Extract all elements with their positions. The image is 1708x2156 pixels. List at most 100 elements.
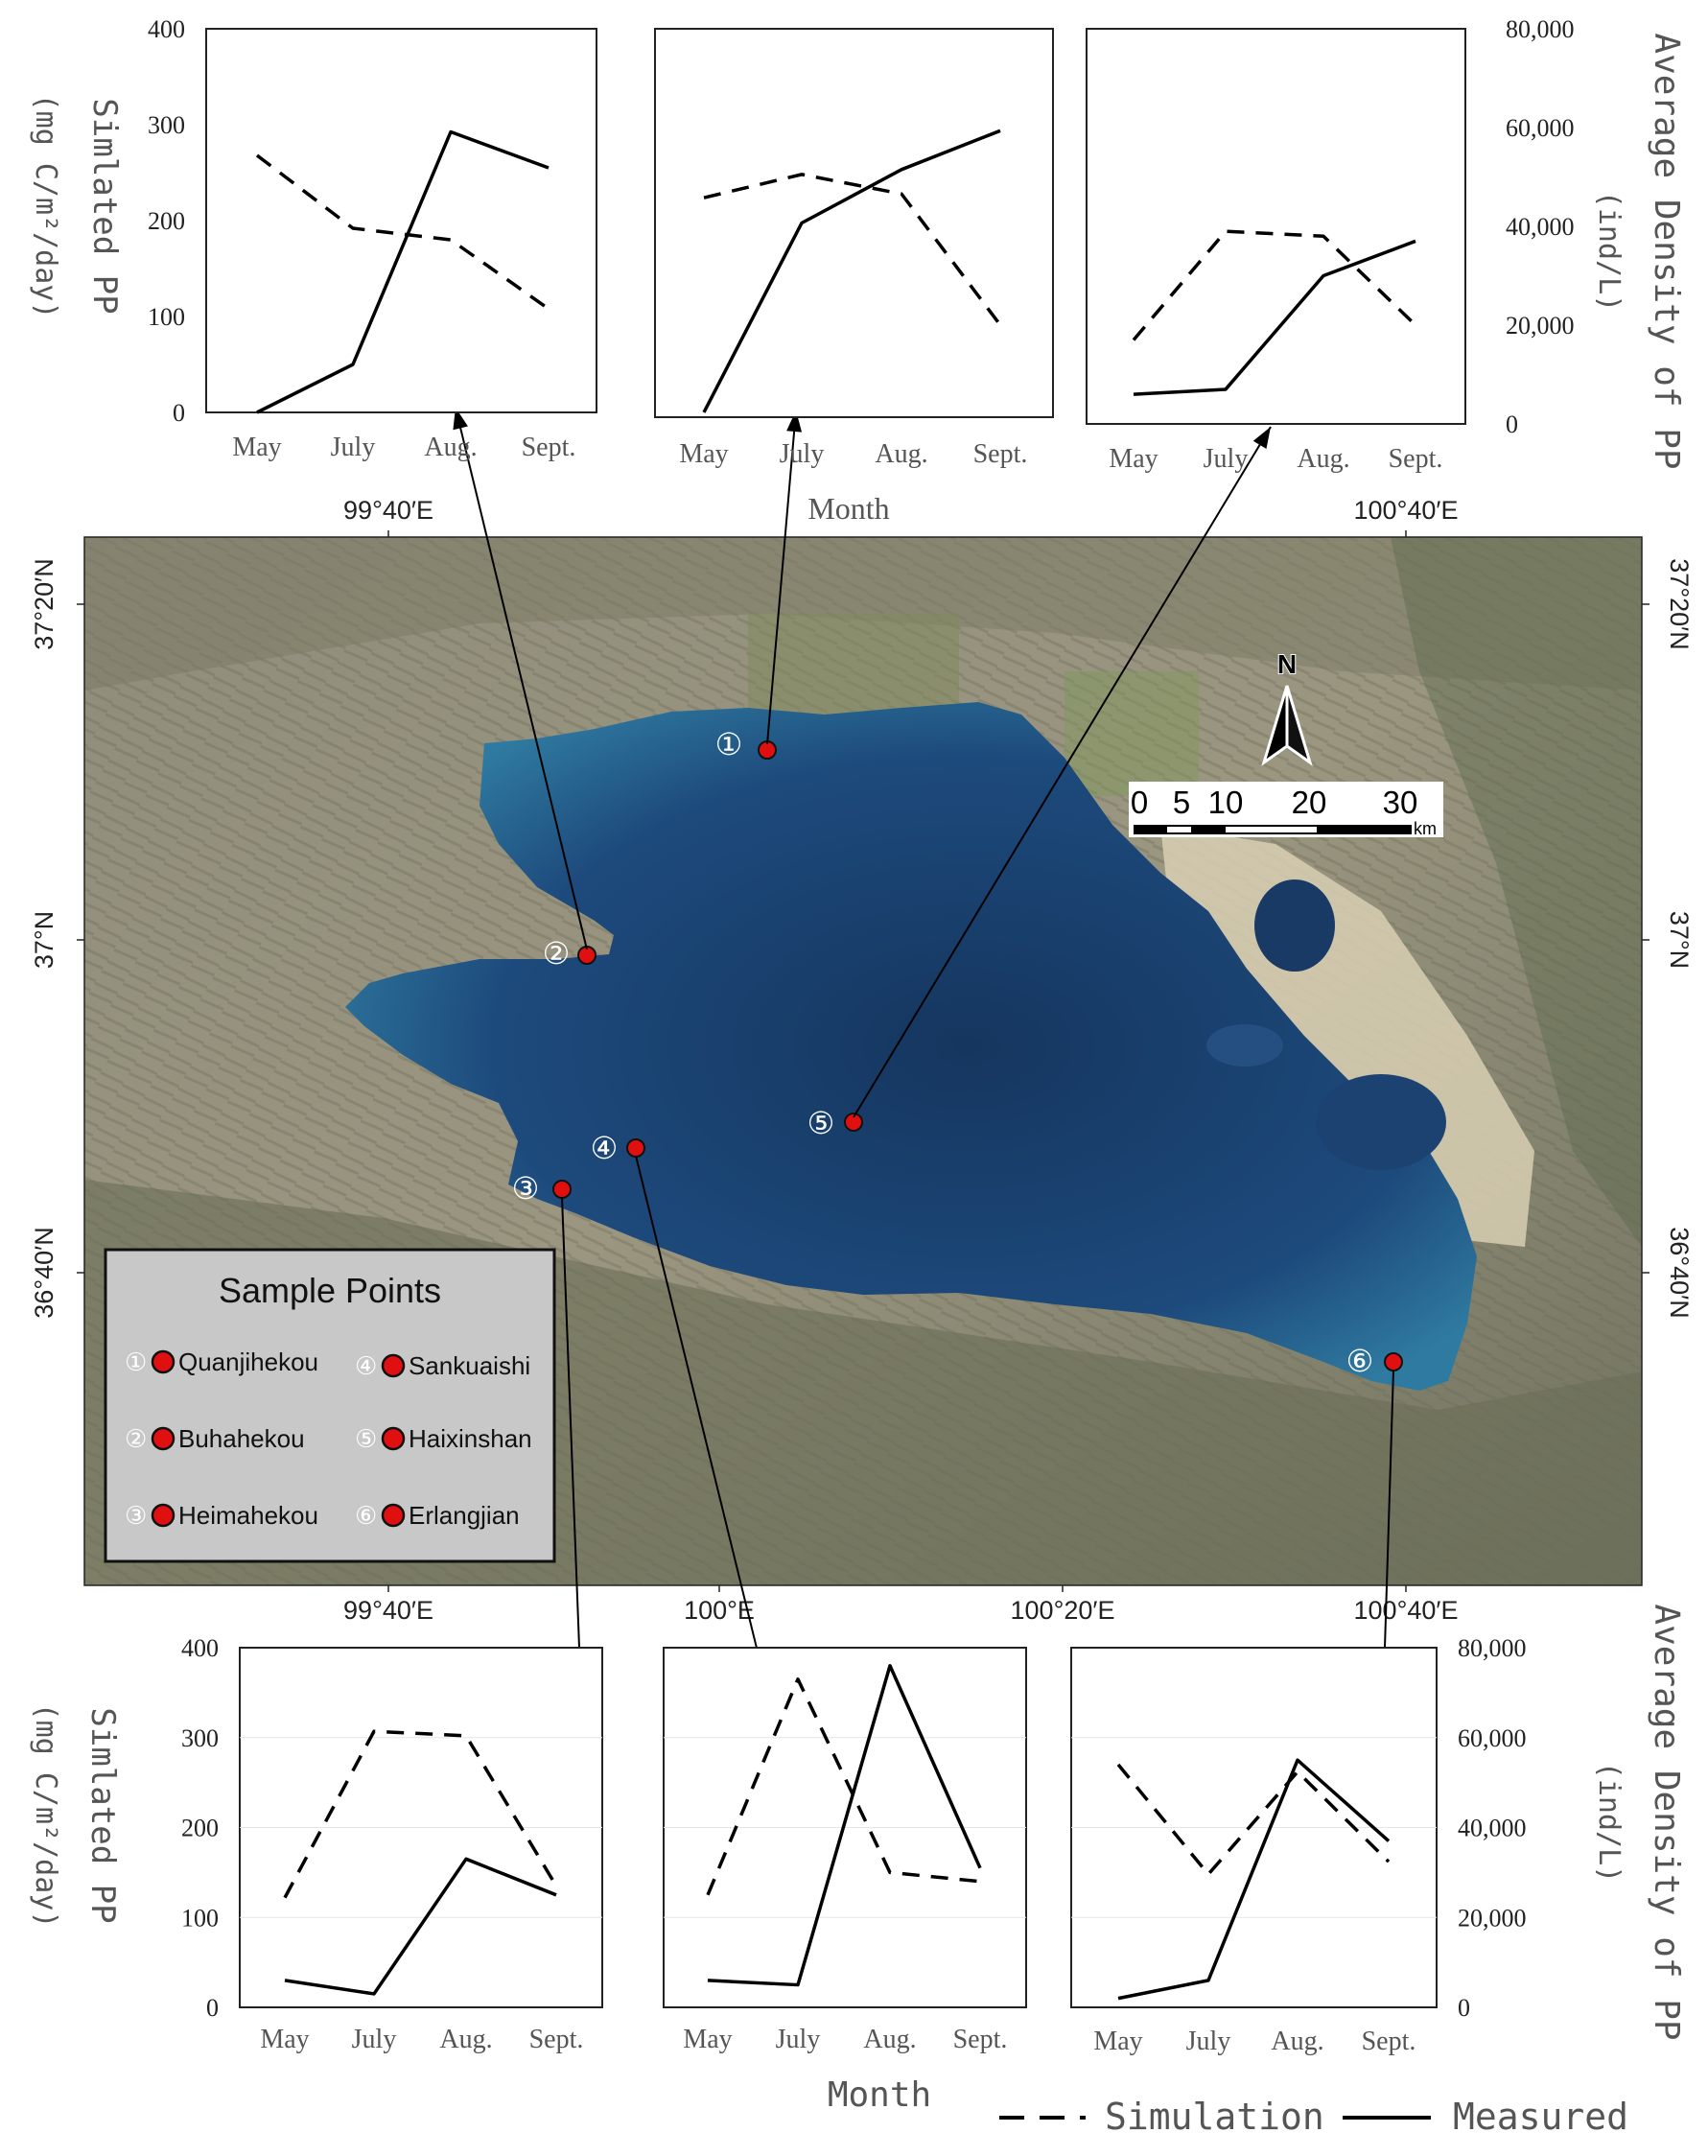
- y-tick-label-left: 400: [148, 15, 185, 43]
- scale-tick: 20: [1292, 785, 1327, 820]
- lat-tick-left: 37°20′N: [30, 558, 58, 649]
- y-tick-label-right: 40,000: [1506, 213, 1575, 241]
- x-tick-label: Sept.: [522, 433, 576, 462]
- x-tick-label: Aug.: [424, 433, 477, 462]
- legend-point-name: Quanjihekou: [178, 1348, 318, 1376]
- legend-marker: [151, 1503, 175, 1528]
- series-line-measured: [702, 129, 1001, 413]
- y-axis-label-right-bottom: Average Density of PP: [1647, 1604, 1686, 2040]
- y-axis-label-left-top: Simlated PP: [85, 98, 124, 314]
- lon-tick-top: 99°40′E: [343, 496, 433, 525]
- series-line-simulation: [703, 173, 1002, 326]
- series-line-measured: [707, 1664, 982, 1987]
- x-tick-label: Aug.: [1297, 444, 1349, 474]
- legend-point-name: Buhahekou: [178, 1424, 305, 1453]
- y-tick-label-left: 300: [148, 111, 185, 139]
- x-tick-label: Sept.: [529, 2025, 584, 2054]
- sample-marker-sankuaishi: [626, 1138, 645, 1158]
- north-label: N: [1277, 649, 1297, 679]
- pointer-arrows: [453, 407, 1394, 1699]
- scale-tick: 30: [1383, 785, 1418, 820]
- scale-unit: km: [1414, 819, 1437, 838]
- y-axis-label-right-top: Average Density of PP: [1647, 33, 1686, 469]
- x-tick-label: May: [232, 433, 281, 462]
- y-tick-label-right: 20,000: [1506, 312, 1575, 340]
- y-tick-label-left: 100: [181, 1904, 219, 1932]
- y-tick-label-right: 0: [1506, 410, 1518, 438]
- lat-tick-right: 36°40′N: [1665, 1227, 1694, 1318]
- x-tick-label: July: [1204, 444, 1249, 474]
- lat-tick-right: 37°20′N: [1665, 558, 1694, 649]
- x-axis-label-bottom: Month: [828, 2075, 931, 2115]
- map-frame: [83, 536, 1643, 1586]
- chart-panel-quanjihekou: May July Aug. Sept.: [654, 28, 1054, 469]
- series-line-simulation: [1116, 1763, 1391, 1876]
- lon-tick-bottom: 99°40′E: [343, 1596, 433, 1625]
- series-line-measured: [1133, 239, 1416, 396]
- pointer-arrow: [766, 410, 803, 745]
- legend-point-name: Erlangjian: [409, 1501, 520, 1530]
- y-tick-label-left: 100: [148, 303, 185, 331]
- legend-point-name: Haixinshan: [409, 1424, 532, 1453]
- plot-frame: [1086, 28, 1466, 425]
- x-tick-label: May: [1109, 444, 1158, 474]
- series-line-simulation: [706, 1677, 981, 1896]
- y-tick-label-right: 20,000: [1458, 1904, 1527, 1932]
- legend-marker: [151, 1426, 175, 1451]
- plot-frame: [205, 28, 597, 413]
- legend-simulation-label: Simulation: [1105, 2096, 1324, 2138]
- pointer-arrow: [853, 426, 1272, 1118]
- series-line-simulation: [255, 153, 550, 311]
- y-axis-unit-left-top: (mg C/m²/day): [29, 94, 62, 319]
- sample-markers: ① ② ③ ④ ⑤ ⑥: [512, 727, 1403, 1378]
- x-tick-label: Sept.: [1362, 2027, 1416, 2056]
- legend-title: Sample Points: [219, 1271, 441, 1310]
- x-tick-label: Sept.: [953, 2025, 1008, 2054]
- x-tick-label: July: [1186, 2027, 1231, 2056]
- sample-number: ⑤: [807, 1106, 835, 1140]
- x-tick-label: May: [679, 439, 728, 469]
- series-line-simulation: [283, 1729, 558, 1899]
- legend-point-name: Heimahekou: [178, 1501, 318, 1530]
- chart-panel-buhahekou: May July Aug. Sept. 0 100 200 300 400: [148, 15, 597, 462]
- x-tick-label: Aug.: [439, 2025, 492, 2054]
- lon-tick-bottom: 100°20′E: [1011, 1596, 1115, 1625]
- legend-marker: [151, 1349, 175, 1374]
- legend-number: ⑥: [355, 1501, 377, 1530]
- y-tick-label-left: 400: [181, 1634, 219, 1662]
- chart-panel-heimahekou: May July Aug. Sept. 0 100 200 300 400: [181, 1634, 603, 2054]
- y-axis-unit-right-top: (ind/L): [1592, 191, 1626, 312]
- lat-tick-left: 36°40′N: [30, 1227, 58, 1318]
- sample-marker-heimahekou: [552, 1180, 572, 1199]
- sample-number: ①: [715, 727, 743, 762]
- y-axis-label-left-bottom: Simlated PP: [83, 1707, 122, 1923]
- sample-number: ②: [543, 936, 571, 971]
- x-tick-label: May: [260, 2025, 309, 2054]
- plot-frame: [654, 28, 1054, 418]
- y-tick-label-right: 0: [1458, 1994, 1470, 2022]
- sample-number: ④: [591, 1131, 619, 1165]
- x-tick-label: Sept.: [973, 439, 1028, 469]
- sample-number: ③: [512, 1171, 540, 1206]
- y-tick-label-right: 60,000: [1506, 114, 1575, 142]
- north-arrow-icon: N: [1261, 648, 1313, 766]
- scale-tick: 10: [1208, 785, 1244, 820]
- legend-marker: [381, 1353, 406, 1378]
- legend-number: ①: [125, 1348, 147, 1376]
- scale-tick: 5: [1173, 785, 1190, 820]
- scale-bar: 0 5 10 20 30 km: [1129, 782, 1443, 838]
- legend-marker: [381, 1503, 406, 1528]
- lat-tick-left: 37°N: [30, 911, 58, 969]
- lat-tick-right: 37°N: [1665, 911, 1694, 969]
- legend-measured-label: Measured: [1453, 2096, 1628, 2138]
- x-tick-label: Sept.: [1389, 444, 1443, 474]
- sample-number: ⑥: [1346, 1344, 1374, 1378]
- y-axis-unit-right-bottom: (ind/L): [1592, 1762, 1626, 1883]
- series-legend: Simulation Measured: [999, 2096, 1628, 2138]
- x-axis-label-top: Month: [807, 491, 889, 526]
- x-tick-label: Aug.: [1271, 2027, 1323, 2056]
- lon-tick-top: 100°40′E: [1354, 496, 1459, 525]
- x-tick-label: Aug.: [875, 439, 927, 469]
- legend-marker: [381, 1426, 406, 1451]
